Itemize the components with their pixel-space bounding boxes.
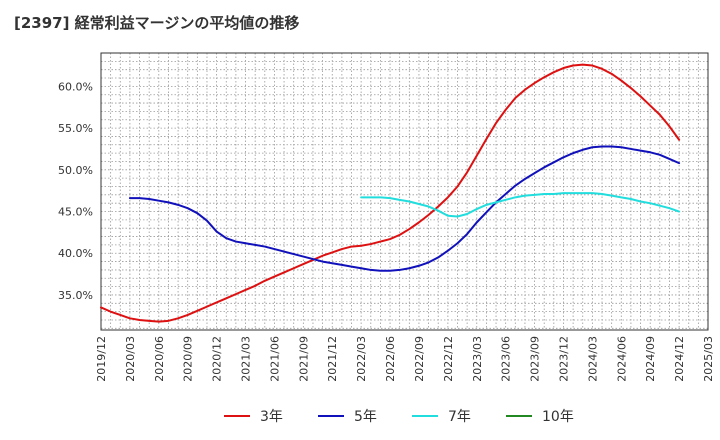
x-tick-label: 2023/03 — [471, 336, 484, 382]
x-tick-label: 2022/03 — [355, 336, 368, 382]
legend-label: 7年 — [448, 409, 471, 425]
x-tick-label: 2022/12 — [442, 336, 455, 382]
legend-item: 10年 — [506, 406, 574, 426]
legend-label: 3年 — [260, 409, 283, 425]
y-tick-label: 60.0% — [58, 80, 93, 93]
x-tick-label: 2022/09 — [413, 336, 426, 382]
x-tick-label: 2021/03 — [240, 336, 253, 382]
y-tick-label: 50.0% — [58, 164, 93, 177]
y-tick-label: 40.0% — [58, 247, 93, 260]
grid — [100, 52, 709, 330]
legend-swatch — [506, 415, 532, 417]
x-tick-label: 2023/12 — [557, 336, 570, 382]
y-tick-label: 35.0% — [58, 289, 93, 302]
chart-legend: 3年 5年 7年 10年 — [0, 400, 720, 430]
x-tick-label: 2019/12 — [95, 336, 108, 382]
x-tick-label: 2024/09 — [644, 336, 657, 382]
x-tick-label: 2020/03 — [124, 336, 137, 382]
plot-border — [100, 52, 709, 331]
legend-swatch — [318, 415, 344, 417]
y-tick-label: 45.0% — [58, 206, 93, 219]
line-chart: 35.0% 40.0% 45.0% 50.0% 55.0% 60.0% 2019/12 202… — [58, 52, 715, 382]
x-tick-label: 2024/12 — [673, 336, 686, 382]
x-tick-label: 2024/06 — [615, 336, 628, 382]
legend-label: 5年 — [354, 409, 377, 425]
x-tick-label: 2024/03 — [586, 336, 599, 382]
legend-item: 7年 — [412, 406, 471, 426]
legend-item: 3年 — [224, 406, 283, 426]
x-tick-label: 2021/09 — [297, 336, 310, 382]
series-line-1 — [100, 63, 681, 323]
x-tick-label: 2021/06 — [268, 336, 281, 382]
y-tick-label: 55.0% — [58, 122, 93, 135]
x-tick-label: 2021/12 — [326, 336, 339, 382]
chart-title: [2397] 経常利益マージンの平均値の推移 — [14, 14, 300, 32]
series-line-3 — [360, 192, 681, 218]
x-tick-label: 2022/06 — [384, 336, 397, 382]
plot-area — [101, 53, 708, 330]
x-tick-label: 2023/06 — [500, 336, 513, 382]
x-tick-label: 2020/06 — [153, 336, 166, 382]
legend-item: 5年 — [318, 406, 377, 426]
legend-swatch — [224, 415, 250, 417]
x-tick-label: 2023/09 — [529, 336, 542, 382]
legend-swatch — [412, 415, 438, 417]
x-tick-label: 2025/03 — [702, 336, 715, 382]
x-tick-label: 2020/12 — [211, 336, 224, 382]
legend-label: 10年 — [542, 409, 574, 425]
x-tick-label: 2020/09 — [182, 336, 195, 382]
series-line-2 — [128, 145, 681, 272]
